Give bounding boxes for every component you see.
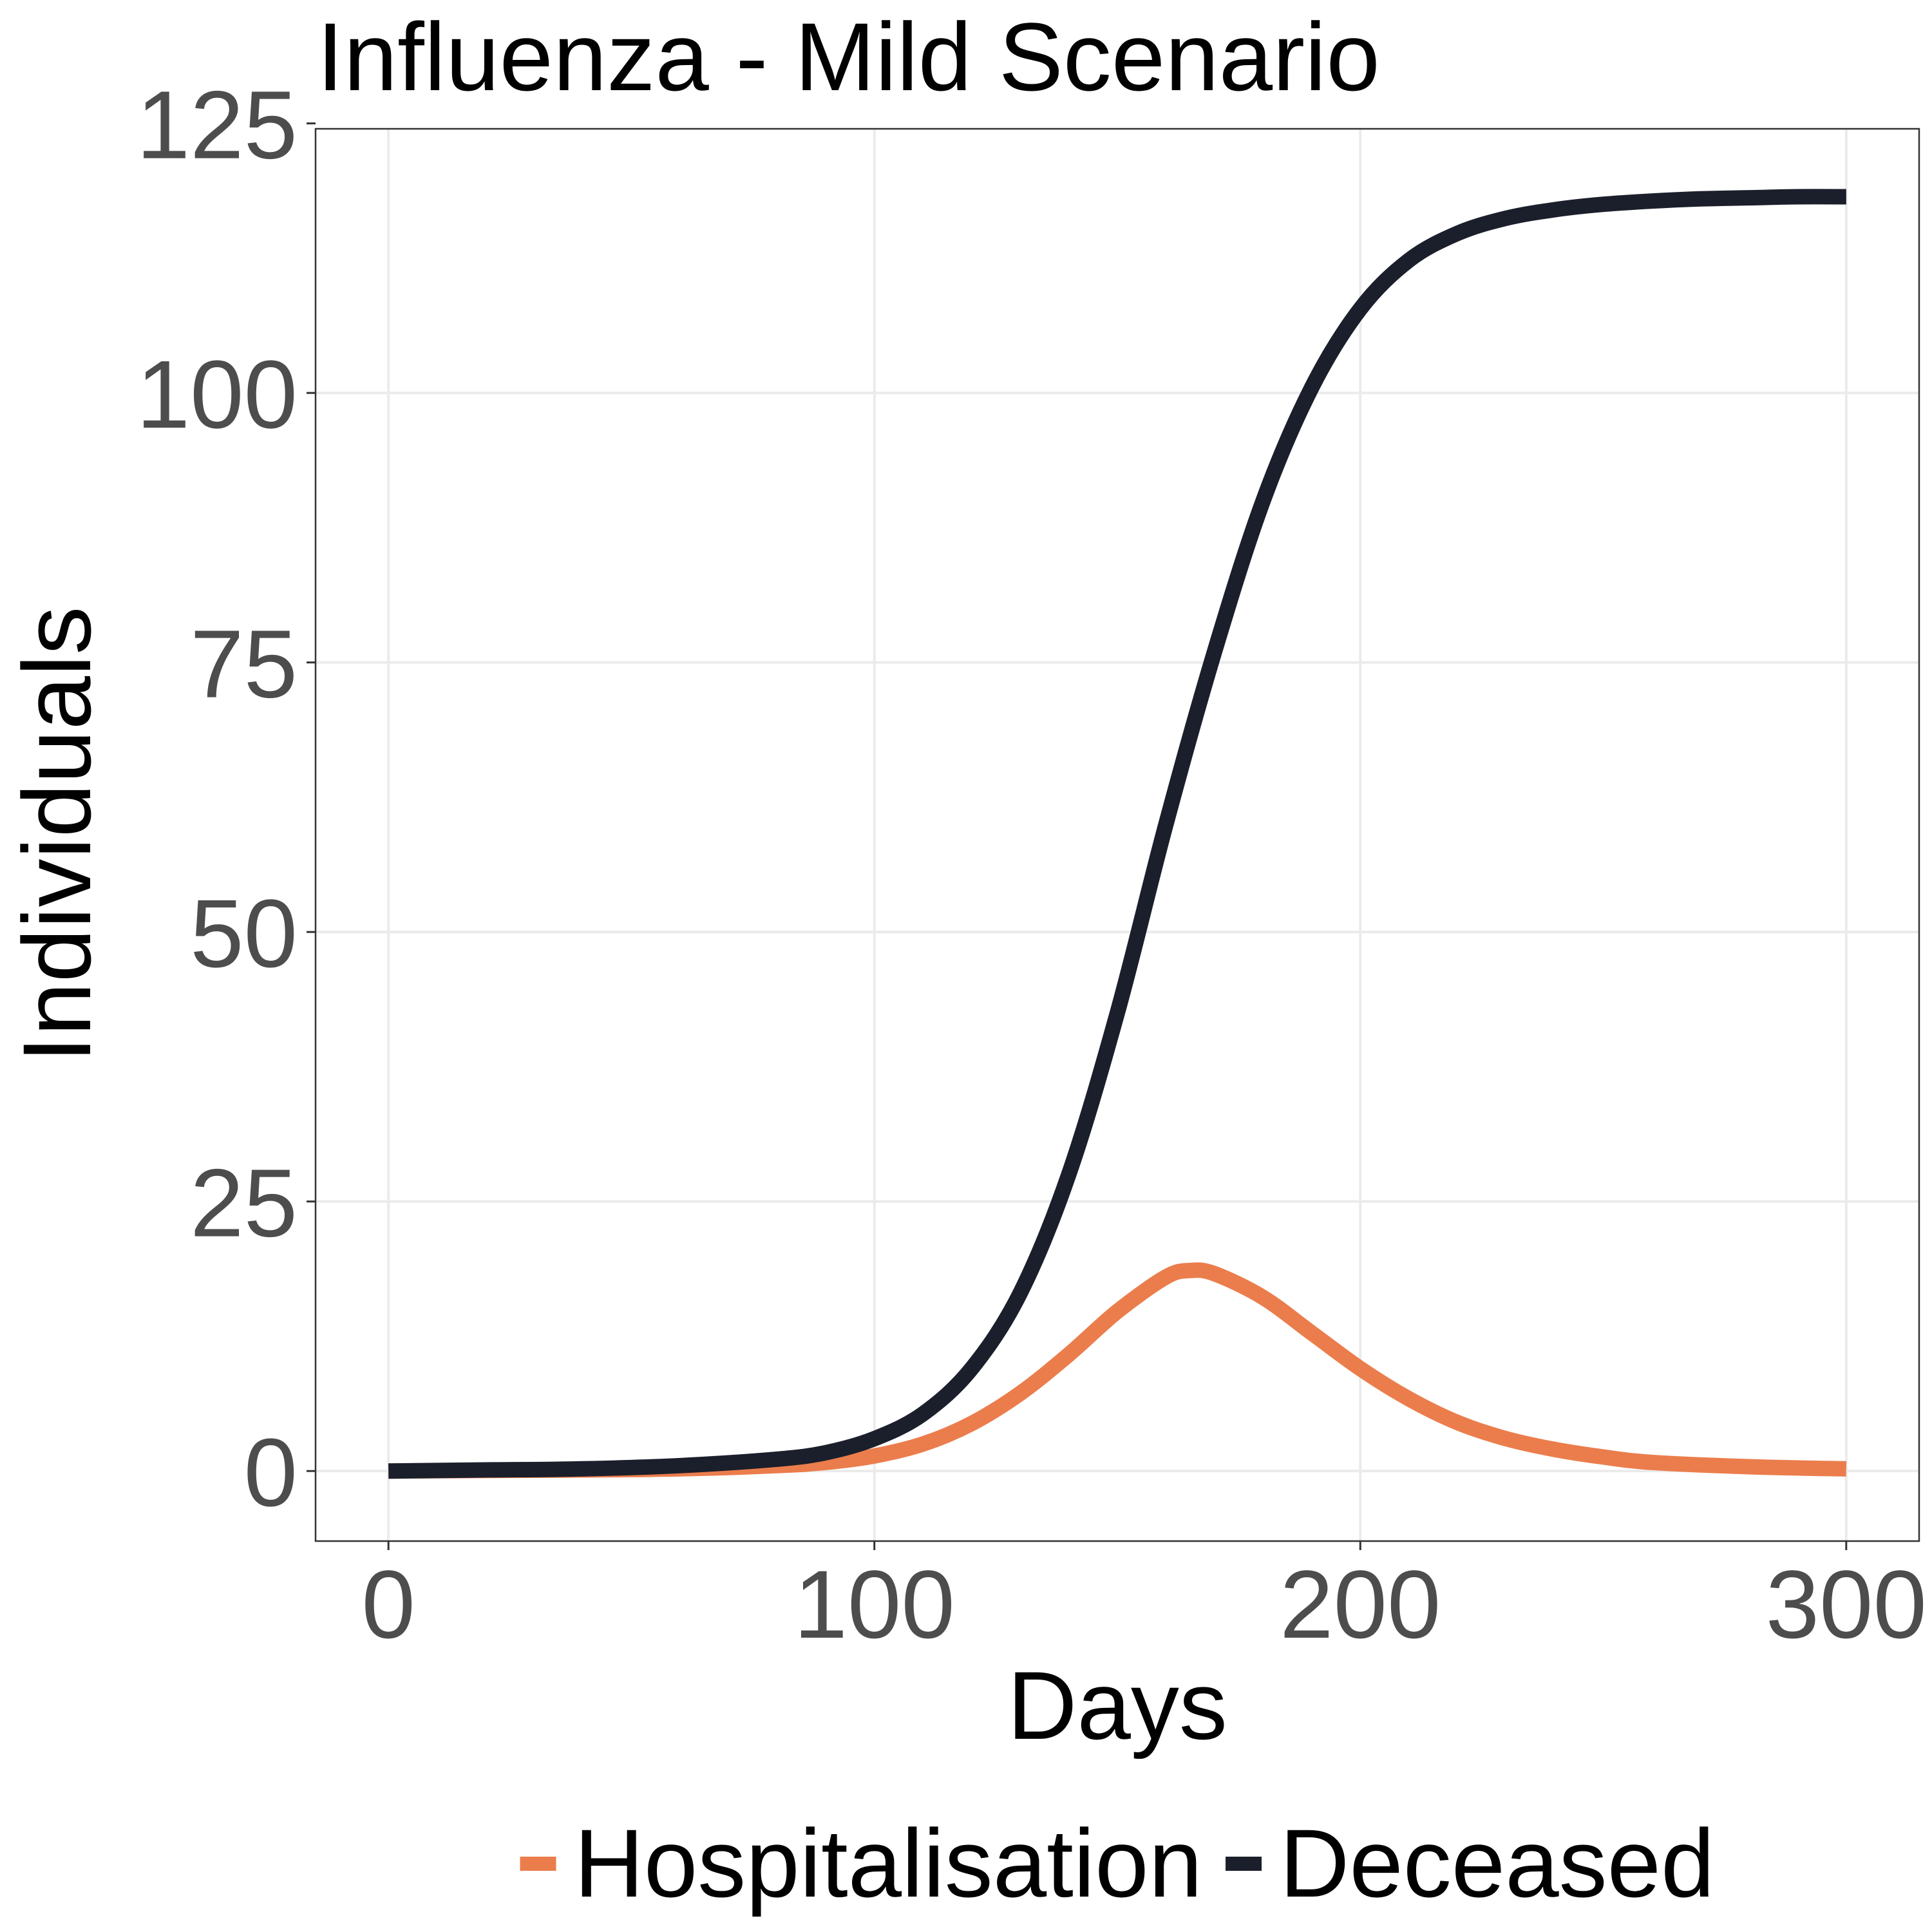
- chart-title: Influenza - Mild Scenario: [317, 3, 1380, 111]
- y-tick-label: 125: [137, 71, 298, 179]
- legend-key-deceased: [1226, 1857, 1262, 1871]
- legend-label: Hospitalisation: [574, 1809, 1203, 1917]
- x-axis-label: Days: [1007, 1651, 1227, 1759]
- y-tick-label: 75: [190, 610, 298, 718]
- series-layer: [388, 189, 1847, 1479]
- y-tick-label: 0: [244, 1418, 298, 1526]
- y-axis-label: Individuals: [3, 607, 111, 1063]
- legend-item-hospitalisation: Hospitalisation: [520, 1809, 1203, 1917]
- y-tick-label: 50: [190, 879, 298, 987]
- legend-key-hospitalisation: [520, 1857, 556, 1871]
- x-tick-label: 100: [794, 1550, 955, 1658]
- plot-panel-border: [314, 128, 1920, 1542]
- series-line-deceased: [388, 189, 1846, 1479]
- legend-item-deceased: Deceased: [1226, 1809, 1714, 1917]
- x-tick-label: 0: [361, 1550, 415, 1658]
- x-tick-label: 300: [1766, 1550, 1927, 1658]
- x-tick-label: 200: [1280, 1550, 1441, 1658]
- legend-label: Deceased: [1280, 1809, 1714, 1917]
- axes: 0 25 50 75 100 125 0 100 200 300: [137, 71, 1927, 1658]
- legend: Hospitalisation Deceased: [520, 1809, 1714, 1917]
- y-tick-label: 100: [137, 340, 298, 448]
- y-tick-label: 25: [190, 1149, 298, 1257]
